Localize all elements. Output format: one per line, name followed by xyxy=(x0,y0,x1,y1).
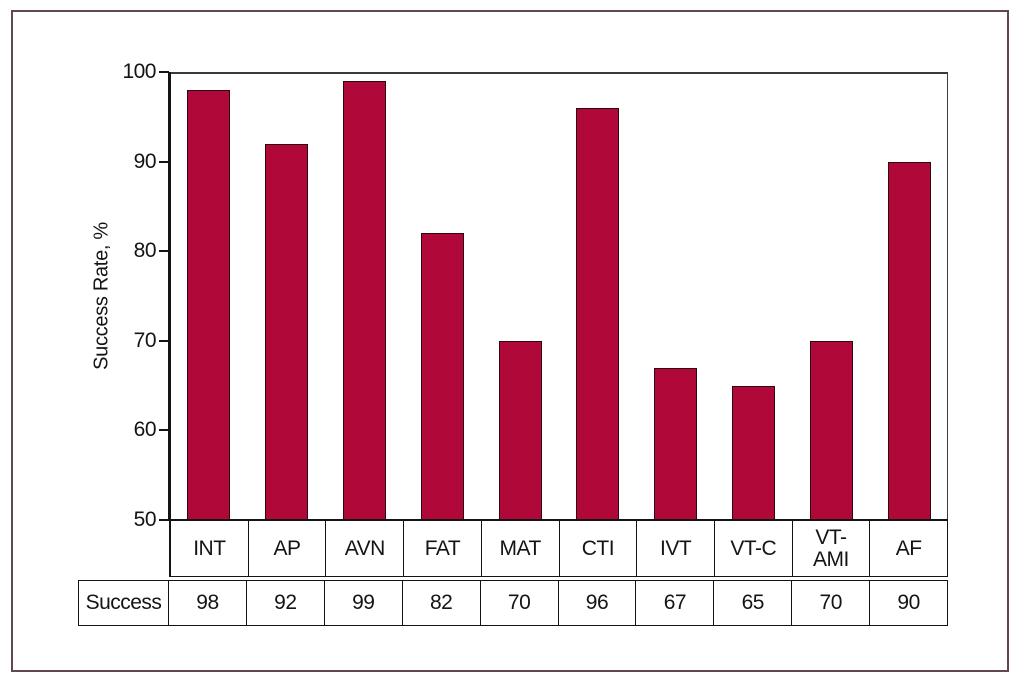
table-value-cell-ivt: 67 xyxy=(635,581,713,625)
data-table-row: Success 98 92 99 82 70 96 67 65 70 90 xyxy=(78,580,948,626)
category-cell-avn: AVN xyxy=(326,521,405,576)
y-tick-mark xyxy=(159,71,169,73)
bar-ivt xyxy=(654,368,697,520)
x-axis-line xyxy=(168,518,948,521)
category-cell-ap: AP xyxy=(249,521,327,576)
bar-ap xyxy=(265,144,308,520)
category-cell-cti: CTI xyxy=(560,521,638,576)
bar-mat xyxy=(499,341,542,520)
bar-vt-c xyxy=(732,386,775,520)
y-tick-label: 60 xyxy=(133,418,157,442)
table-value-cell-vt-ami: 70 xyxy=(791,581,869,625)
category-cell-ivt: IVT xyxy=(637,521,715,576)
category-cell-af: AF xyxy=(895,536,922,560)
table-value-cell-af: 90 xyxy=(869,581,947,625)
y-tick-mark xyxy=(159,160,169,163)
table-value-cell-avn: 99 xyxy=(323,581,402,625)
y-tick-label: 90 xyxy=(133,149,157,173)
plot-area xyxy=(170,72,948,520)
bar-af xyxy=(888,162,931,520)
y-tick-label: 50 xyxy=(133,508,157,531)
table-row-header: Success xyxy=(85,591,162,614)
plot-top-border xyxy=(170,72,948,74)
y-tick-mark xyxy=(159,429,169,432)
category-cell-vt-ami: VT- AMI xyxy=(793,521,871,576)
category-cell-int: INT xyxy=(171,521,249,576)
category-cell-mat: MAT xyxy=(482,521,560,576)
y-tick-label: 100 xyxy=(122,60,156,83)
table-value-cell-int: 98 xyxy=(168,581,246,625)
y-axis-line xyxy=(168,72,171,521)
bar-int xyxy=(187,90,230,520)
y-tick-label: 80 xyxy=(133,239,157,263)
plot-right-border xyxy=(946,72,948,520)
table-value-cell-vt-c: 65 xyxy=(713,581,791,625)
table-value-cell-cti: 96 xyxy=(557,581,636,625)
y-tick-label: 70 xyxy=(133,328,157,352)
bar-vt-ami xyxy=(810,341,853,520)
category-cell-fat: FAT xyxy=(404,521,482,576)
category-cell-vt-c: VT-C xyxy=(715,521,793,576)
category-label-row: INT AP AVN FAT MAT CTI IVT VT-C VT- AMI AF xyxy=(169,521,948,577)
table-value-cell-mat: 70 xyxy=(479,581,558,625)
y-tick-mark xyxy=(159,250,169,253)
y-tick-mark xyxy=(159,339,169,342)
y-tick-mark xyxy=(159,519,169,521)
table-value-cell-fat: 82 xyxy=(401,581,480,625)
bar-avn xyxy=(343,81,386,520)
table-value-cell-ap: 92 xyxy=(245,581,324,625)
bar-fat xyxy=(421,233,464,520)
bar-cti xyxy=(576,108,619,520)
